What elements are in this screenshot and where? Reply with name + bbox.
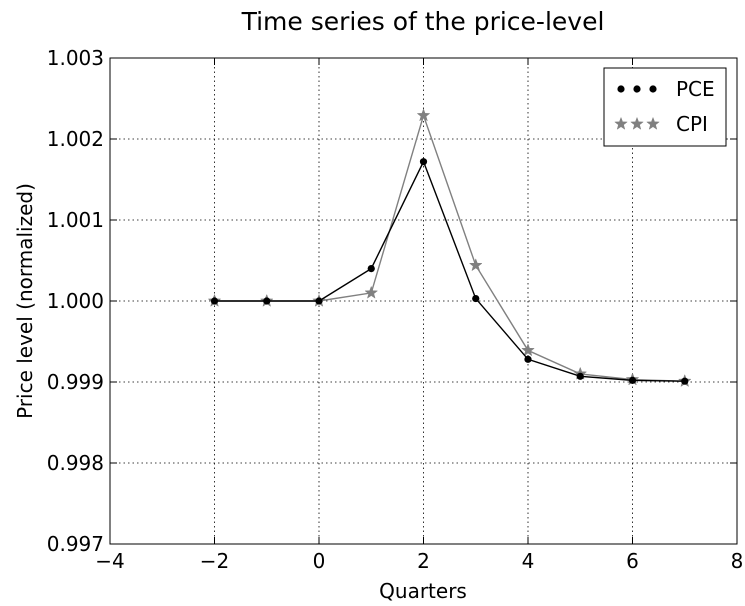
legend-cpi-marker: [614, 116, 660, 130]
legend-box: [603, 67, 727, 147]
pce-point: [472, 294, 480, 303]
legend-cpi-marker-point: [614, 116, 628, 130]
series-layer: [207, 108, 692, 388]
x-tick-label: 2: [417, 549, 430, 573]
legend-cpi-marker-point: [630, 116, 644, 130]
pce-point: [315, 297, 323, 305]
legend-pce-marker-point: [617, 85, 625, 93]
pce-point: [263, 297, 271, 305]
y-tick-label: 1.003: [47, 46, 104, 70]
x-tick-label: −2: [200, 549, 229, 573]
cpi-point: [364, 285, 379, 299]
y-tick-label: 1.000: [47, 289, 104, 313]
y-tick-label: 0.997: [47, 532, 104, 556]
legend-pce-marker: [617, 85, 657, 93]
pce-point: [367, 265, 375, 273]
legend-cpi-label: CPI: [676, 112, 708, 136]
x-tick-label: 6: [626, 549, 639, 573]
pce-point: [681, 377, 689, 385]
y-tick-label: 1.001: [47, 208, 104, 232]
x-axis-label: Quarters: [379, 579, 467, 603]
legend-cpi-marker-point: [646, 116, 660, 130]
chart-title: Time series of the price-level: [241, 7, 605, 36]
legend: PCE CPI: [603, 67, 727, 147]
pce-point: [210, 297, 219, 305]
legend-pce-marker-point: [649, 85, 657, 93]
pce-line: [214, 159, 685, 382]
x-tick-label: 0: [313, 549, 326, 573]
y-axis-label: Price level (normalized): [13, 183, 37, 419]
legend-pce-marker-point: [633, 85, 641, 93]
pce-point: [419, 158, 428, 166]
x-tick-label: 4: [522, 549, 535, 573]
legend-pce-label: PCE: [676, 77, 715, 101]
x-tick-label: 8: [731, 549, 744, 573]
cpi-point: [468, 258, 483, 272]
pce-point: [576, 372, 584, 380]
pce-point: [524, 355, 532, 363]
y-tick-label: 0.999: [47, 370, 104, 394]
x-axis: −4 −2 0 2 4 6 8: [95, 58, 743, 573]
y-tick-label: 1.002: [47, 127, 104, 151]
cpi-point: [416, 108, 431, 122]
x-tick-label: −4: [95, 549, 124, 573]
pce-point: [628, 376, 637, 384]
y-tick-label: 0.998: [47, 451, 104, 475]
cpi-point: [521, 343, 535, 357]
y-axis: 0.997 0.998 0.999 1.000 1.001 1.002 1.003: [47, 46, 737, 556]
